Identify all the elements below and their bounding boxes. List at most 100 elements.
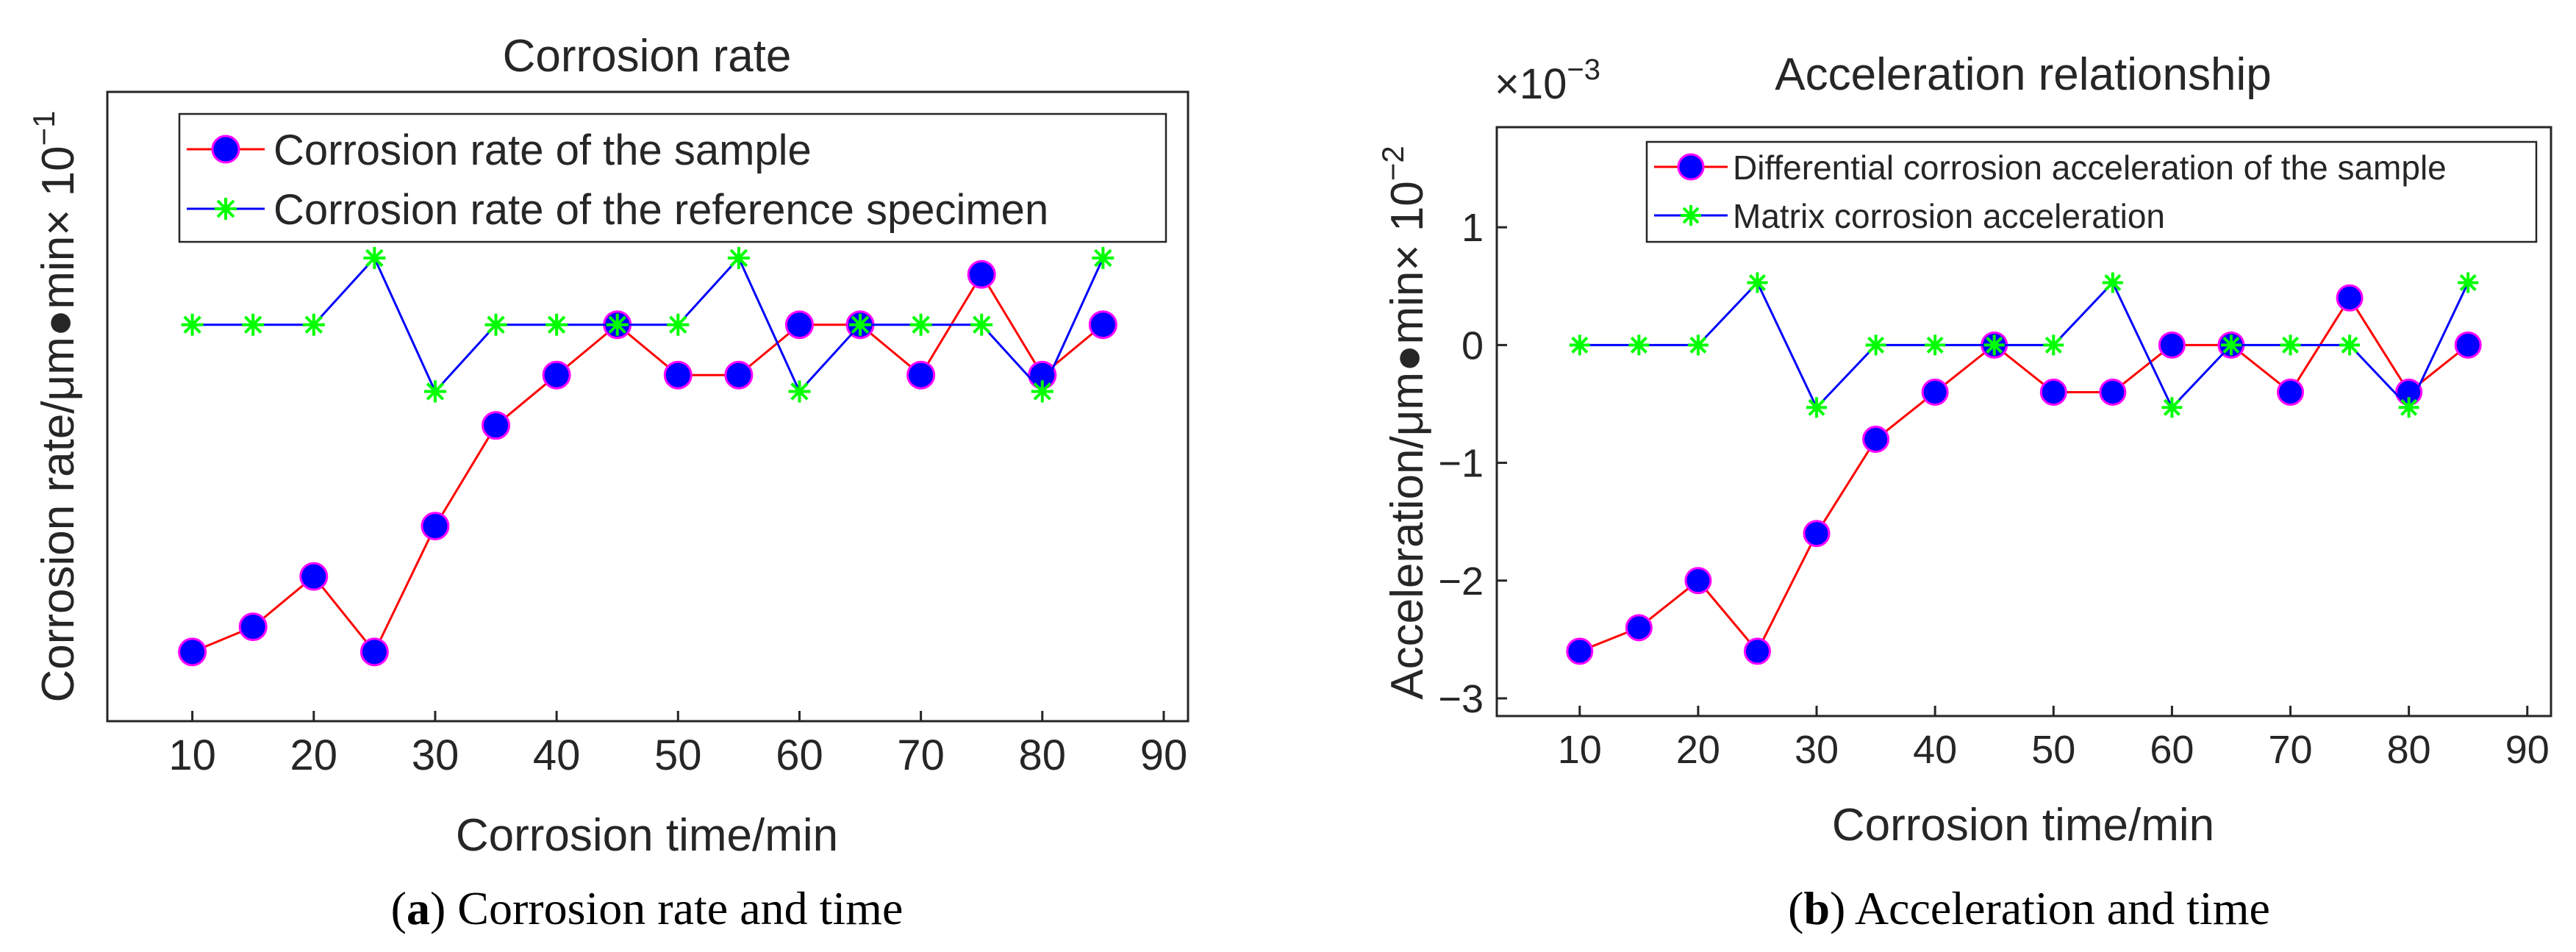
chart-b-series-2-point	[2339, 334, 2361, 356]
chart-b-x-tick-label: 50	[2031, 728, 2075, 772]
chart-b-series-2-point	[1983, 334, 2005, 356]
chart-a-series-1-point	[724, 360, 754, 390]
chart-b-legend-label-1: Differential corrosion acceleration of t…	[1733, 148, 2447, 187]
chart-a-series-2-point	[242, 313, 265, 336]
chart-a-x-ticks: 10 20 30 40 50 60 70 80 90	[168, 711, 1187, 779]
chart-b-y-ticks: 1 0 −1 −2 −3	[1438, 206, 1507, 721]
chart-b-series-1-point	[1921, 378, 1949, 406]
chart-a-series-1-point	[482, 411, 511, 440]
chart-a-series-1-point	[663, 360, 693, 390]
chart-a-x-tick-label: 60	[776, 731, 823, 779]
chart-a-series-1-point	[359, 637, 389, 667]
chart-b-series-2-point	[2398, 397, 2419, 418]
chart-a-legend-marker-2	[215, 198, 237, 220]
chart-b-series-2-point	[2043, 334, 2064, 356]
chart-a-series-1-point	[299, 562, 329, 591]
chart-b-legend-marker-2	[1681, 205, 1701, 226]
chart-b-series-1-point	[2039, 378, 2067, 406]
chart-b-y-tick-label: 0	[1461, 323, 1484, 368]
chart-a-series-2-point	[1092, 246, 1115, 269]
chart-b-y-label: Acceleration/μm●min× 10−2	[1375, 146, 1433, 699]
chart-b-series-2-point	[2161, 397, 2183, 418]
chart-a-y-label-group: Corrosion rate/μm●min× 10−1	[26, 110, 84, 702]
chart-b-series-1-point	[2158, 331, 2186, 359]
chart-b-x-tick-label: 70	[2268, 728, 2312, 772]
panel-a-corrosion-rate: Corrosion rate 10 20 30 40 50 60 70 80 90 Corros…	[26, 31, 1189, 934]
caption-a-label: a	[407, 882, 430, 934]
chart-a-x-label: Corrosion time/min	[456, 810, 838, 861]
chart-a-x-tick-label: 50	[654, 731, 702, 779]
chart-b-series-1-point	[1684, 567, 1712, 595]
chart-b-x-label: Corrosion time/min	[1832, 800, 2214, 851]
chart-a-x-tick-label: 80	[1019, 731, 1067, 779]
chart-b-x-tick-label: 40	[1913, 728, 1957, 772]
chart-a-legend-box	[178, 112, 1167, 243]
chart-b-series-1-point	[2336, 284, 2364, 312]
chart-a-series-1-point	[178, 637, 207, 667]
chart-b-y-tick-label: −3	[1438, 677, 1484, 721]
caption-b: (b) Acceleration and time	[1788, 882, 2270, 934]
chart-a-legend-marker-1	[211, 135, 240, 164]
chart-b-x-tick-label: 90	[2505, 728, 2550, 772]
chart-b-series-1-point	[2099, 378, 2127, 406]
chart-a-series-2-point	[484, 313, 507, 336]
chart-a-series-2-point	[302, 313, 325, 336]
chart-b-y-label-exponent: −2	[1375, 146, 1410, 181]
caption-a-text: Corrosion rate and time	[446, 882, 903, 934]
chart-b-series-1-point	[1625, 614, 1653, 642]
chart-a-y-label-exponent: −1	[26, 110, 61, 146]
chart-a-series-1-point	[238, 612, 268, 642]
chart-b-legend: Differential corrosion acceleration of t…	[1645, 140, 2538, 243]
chart-b-legend-box	[1645, 140, 2538, 243]
chart-b-axis-exponent-power: −3	[1567, 54, 1600, 86]
chart-a-series-2-point	[727, 246, 750, 269]
chart-b-series-2-point	[2458, 272, 2479, 293]
chart-a-series-1-point	[1088, 310, 1117, 340]
chart-a-legend: Corrosion rate of the sample Corrosion r…	[178, 112, 1167, 243]
chart-a-x-tick-label: 90	[1140, 731, 1188, 779]
caption-b-label: b	[1803, 882, 1830, 934]
chart-b-series-1-point	[2454, 331, 2482, 359]
chart-b-series-2-point	[2102, 272, 2123, 293]
chart-a-series-2-point	[363, 246, 386, 269]
chart-b-series-2-line	[1579, 281, 2469, 409]
chart-b-series-2-point	[1865, 334, 1886, 356]
chart-b-x-tick-label: 30	[1795, 728, 1839, 772]
chart-b-series-1-point	[1566, 637, 1594, 665]
panel-b-acceleration: Acceleration relationship 10 20 30 40 50 60 70…	[1375, 49, 2552, 934]
chart-b-series-2-point	[1687, 334, 1709, 356]
chart-b-series-2-point	[1747, 272, 1768, 293]
chart-a-series-2-point	[909, 313, 932, 336]
chart-a-series-2-point	[423, 380, 446, 403]
chart-b-series-2-point	[2220, 334, 2242, 356]
chart-a-series-2-point	[1031, 380, 1053, 403]
chart-a-series-2-point	[545, 313, 568, 336]
chart-a-x-tick-label: 70	[897, 731, 945, 779]
chart-a-x-tick-label: 40	[533, 731, 581, 779]
chart-b-x-tick-label: 20	[1676, 728, 1720, 772]
chart-a-x-tick-label: 20	[290, 731, 338, 779]
chart-a-series-2-point	[788, 380, 811, 403]
chart-a-title: Corrosion rate	[503, 31, 792, 82]
chart-a-series-2-line	[192, 257, 1104, 393]
chart-a-x-tick-label: 10	[168, 731, 216, 779]
chart-b-series-1-point	[1803, 520, 1831, 548]
chart-b-legend-marker-1	[1677, 153, 1705, 181]
chart-a-series-2-point	[606, 313, 629, 336]
chart-a-series-2-point	[849, 313, 872, 336]
chart-b-series-2-point	[1806, 397, 1828, 418]
chart-a-series-1-point	[906, 360, 936, 390]
chart-b-y-tick-label: −1	[1438, 442, 1484, 486]
chart-b-series-1-point	[2277, 378, 2305, 406]
chart-b-y-tick-label: 1	[1461, 206, 1484, 250]
chart-b-title: Acceleration relationship	[1775, 49, 2272, 100]
chart-b-y-tick-label: −2	[1438, 559, 1484, 604]
chart-b-x-ticks: 10 20 30 40 50 60 70 80 90	[1558, 706, 2550, 772]
chart-b-series-2-point	[1569, 334, 1590, 356]
chart-a-series-2-point	[181, 313, 204, 336]
chart-a-series	[178, 246, 1117, 667]
chart-b-x-tick-label: 10	[1558, 728, 1602, 772]
chart-b-legend-label-2: Matrix corrosion acceleration	[1733, 197, 2165, 235]
chart-b-series-1-point	[1862, 426, 1890, 454]
